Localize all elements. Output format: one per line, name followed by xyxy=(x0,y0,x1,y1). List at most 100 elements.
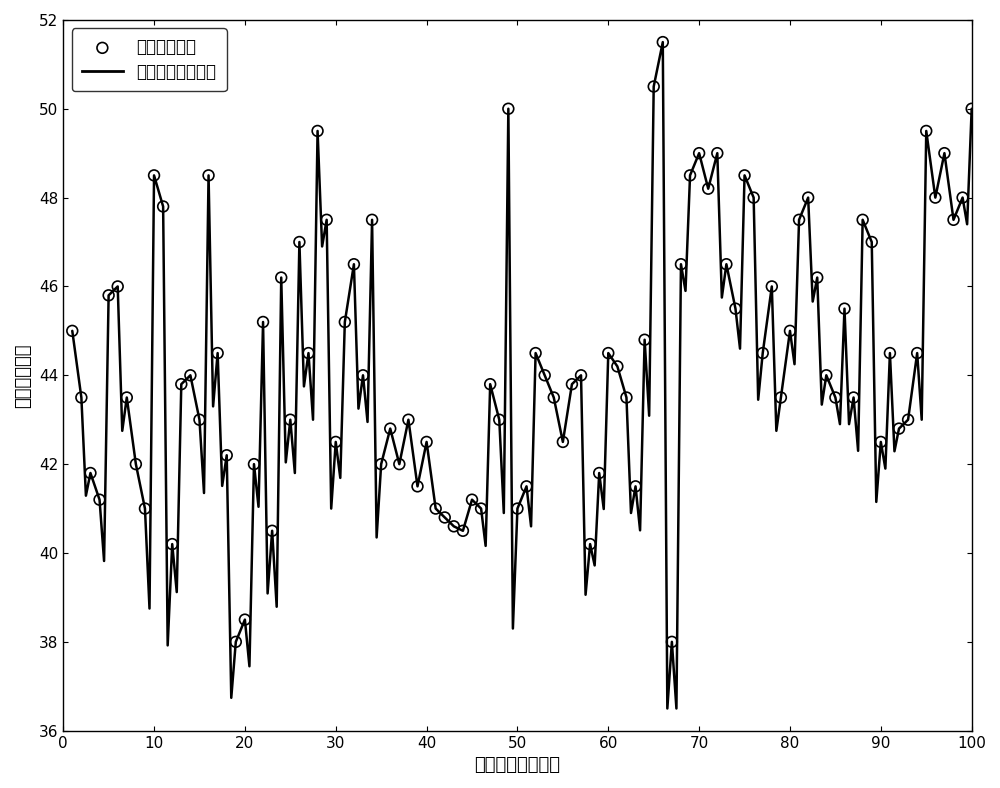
叶绿素测量值 xyxy=(855,214,871,226)
叶绿素测量值 xyxy=(637,333,653,346)
叶绿素测量值 xyxy=(600,347,616,359)
叶绿素测量值 xyxy=(891,422,907,435)
叶绿素测量值 xyxy=(546,391,562,403)
叶绿素测量值 xyxy=(319,214,335,226)
叶绿素测量值 xyxy=(537,369,553,381)
叶绿素测量值 xyxy=(727,303,743,315)
叶绿素测量值 xyxy=(128,458,144,470)
叶绿素测量值 xyxy=(337,316,353,329)
叶绿素测量值 xyxy=(201,169,217,182)
叶绿素测量值 xyxy=(282,414,298,426)
叶绿素测量值 xyxy=(746,191,762,204)
叶绿素测量值 xyxy=(573,369,589,381)
叶绿素测量值 xyxy=(182,369,198,381)
叶绿素测量值 xyxy=(64,325,80,337)
叶绿素测量值 xyxy=(155,200,171,213)
叶绿素测量值 xyxy=(400,414,416,426)
叶绿素测量值 xyxy=(119,391,135,403)
叶绿素测量值 xyxy=(237,613,253,626)
叶绿素测量值 xyxy=(291,236,307,248)
叶绿素测量值 xyxy=(800,191,816,204)
叶绿素测量值 xyxy=(455,525,471,537)
叶绿素测量值 xyxy=(864,236,880,248)
叶绿素测量值 xyxy=(609,360,625,373)
叶绿素测量值 xyxy=(682,169,698,182)
叶绿素测量值 xyxy=(410,480,426,492)
叶绿素测量值 xyxy=(264,525,280,537)
叶绿素测量值 xyxy=(564,378,580,391)
叶绿素测量值 xyxy=(755,347,771,359)
叶绿素测量值 xyxy=(782,325,798,337)
叶绿素测量值 xyxy=(709,147,725,159)
叶绿素测量值 xyxy=(737,169,753,182)
叶绿素测量值 xyxy=(473,502,489,515)
叶绿素测量值 xyxy=(391,458,407,470)
Legend: 叶绿素测量值, 二次回归拟合曲线: 叶绿素测量值, 二次回归拟合曲线 xyxy=(72,28,227,91)
叶绿素测量值 xyxy=(655,35,671,48)
叶绿素测量值 xyxy=(246,458,262,470)
叶绿素测量值 xyxy=(364,214,380,226)
叶绿素测量值 xyxy=(191,414,207,426)
叶绿素测量值 xyxy=(700,182,716,195)
叶绿素测量值 xyxy=(373,458,389,470)
叶绿素测量值 xyxy=(664,636,680,649)
叶绿素测量值 xyxy=(846,391,862,403)
叶绿素测量值 xyxy=(628,480,644,492)
叶绿素测量值 xyxy=(582,537,598,550)
叶绿素测量值 xyxy=(909,347,925,359)
叶绿素测量值 xyxy=(300,347,316,359)
叶绿素测量值 xyxy=(827,391,843,403)
叶绿素测量值 xyxy=(691,147,707,159)
叶绿素测量值 xyxy=(164,537,180,550)
Y-axis label: 叶绿素测量值: 叶绿素测量值 xyxy=(14,343,32,407)
叶绿素测量值 xyxy=(555,436,571,448)
叶绿素测量值 xyxy=(618,391,634,403)
叶绿素测量值 xyxy=(809,271,825,284)
叶绿素测量值 xyxy=(219,449,235,462)
叶绿素测量值 xyxy=(673,258,689,270)
叶绿素测量值 xyxy=(92,493,108,506)
叶绿素测量值 xyxy=(482,378,498,391)
叶绿素测量值 xyxy=(137,502,153,515)
叶绿素测量值 xyxy=(428,502,444,515)
叶绿素测量值 xyxy=(491,414,507,426)
叶绿素测量值 xyxy=(791,214,807,226)
叶绿素测量值 xyxy=(110,281,126,293)
叶绿素测量值 xyxy=(82,466,98,479)
叶绿素测量值 xyxy=(955,191,971,204)
叶绿素测量值 xyxy=(173,378,189,391)
叶绿素测量值 xyxy=(936,147,952,159)
叶绿素测量值 xyxy=(446,520,462,533)
叶绿素测量值 xyxy=(873,436,889,448)
叶绿素测量值 xyxy=(882,347,898,359)
叶绿素测量值 xyxy=(591,466,607,479)
叶绿素测量值 xyxy=(718,258,734,270)
叶绿素测量值 xyxy=(419,436,435,448)
叶绿素测量值 xyxy=(73,391,89,403)
叶绿素测量值 xyxy=(918,125,934,137)
叶绿素测量值 xyxy=(310,125,326,137)
叶绿素测量值 xyxy=(328,436,344,448)
叶绿素测量值 xyxy=(927,191,943,204)
叶绿素测量值 xyxy=(500,102,516,115)
叶绿素测量值 xyxy=(101,289,117,302)
叶绿素测量值 xyxy=(464,493,480,506)
叶绿素测量值 xyxy=(946,214,962,226)
叶绿素测量值 xyxy=(255,316,271,329)
叶绿素测量值 xyxy=(210,347,226,359)
叶绿素测量值 xyxy=(818,369,834,381)
叶绿素测量值 xyxy=(773,391,789,403)
叶绿素测量值 xyxy=(437,511,453,524)
叶绿素测量值 xyxy=(519,480,535,492)
叶绿素测量值 xyxy=(900,414,916,426)
X-axis label: 叶绿素的观测序号: 叶绿素的观测序号 xyxy=(474,756,560,774)
叶绿素测量值 xyxy=(273,271,289,284)
叶绿素测量值 xyxy=(355,369,371,381)
叶绿素测量值 xyxy=(836,303,852,315)
叶绿素测量值 xyxy=(382,422,398,435)
叶绿素测量值 xyxy=(964,102,980,115)
叶绿素测量值 xyxy=(764,281,780,293)
叶绿素测量值 xyxy=(509,502,525,515)
叶绿素测量值 xyxy=(646,80,662,93)
叶绿素测量值 xyxy=(346,258,362,270)
